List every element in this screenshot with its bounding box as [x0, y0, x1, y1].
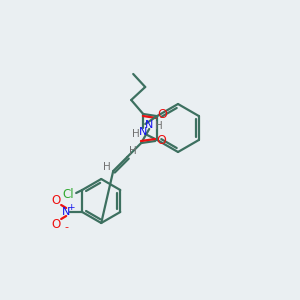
Text: H: H — [132, 129, 140, 139]
Text: O: O — [52, 218, 61, 230]
Text: N: N — [139, 127, 147, 137]
Text: N: N — [145, 120, 153, 130]
Text: -: - — [64, 222, 68, 232]
Text: Cl: Cl — [62, 188, 74, 202]
Text: O: O — [156, 134, 166, 148]
Text: +: + — [68, 202, 75, 211]
Text: O: O — [52, 194, 61, 206]
Text: H: H — [129, 146, 137, 156]
Text: N: N — [62, 207, 70, 217]
Text: H: H — [103, 162, 111, 172]
Text: O: O — [157, 109, 167, 122]
Text: H: H — [155, 121, 163, 131]
